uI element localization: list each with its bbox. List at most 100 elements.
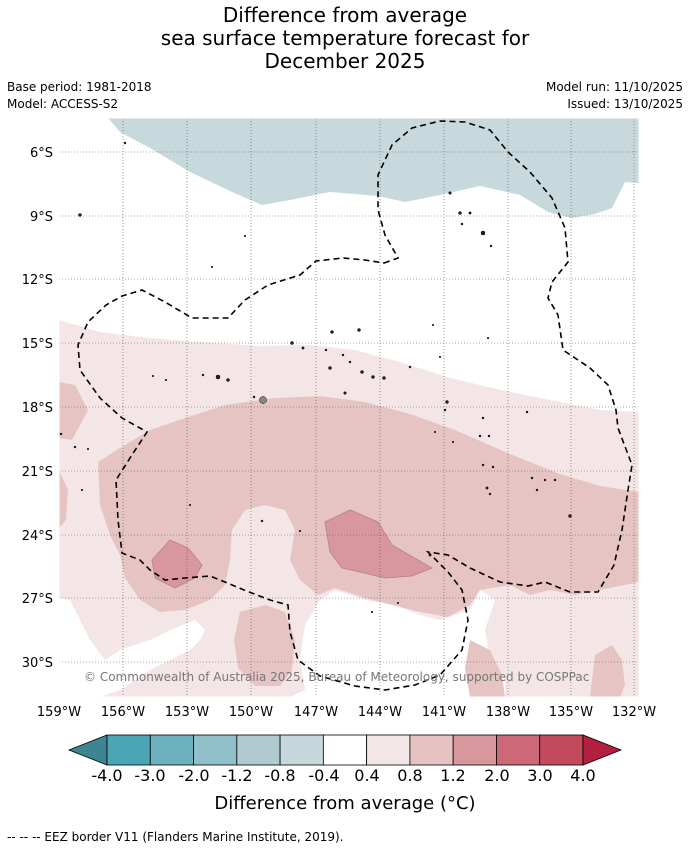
moderate-warm-anomaly-region xyxy=(98,396,639,617)
colorbar-segment xyxy=(539,734,584,766)
warm-patch-south xyxy=(234,605,295,686)
colorbar-segment xyxy=(106,734,151,766)
island-marker xyxy=(226,378,230,382)
island-marker xyxy=(460,222,464,226)
island-marker xyxy=(553,478,557,482)
island-marker xyxy=(382,376,386,380)
island-marker xyxy=(443,408,447,412)
colorbar-label: -2.0 xyxy=(178,766,210,785)
island-marker xyxy=(408,365,412,369)
title-line-3: December 2025 xyxy=(264,49,426,73)
lat-label: 9°S xyxy=(30,210,53,225)
island-marker xyxy=(243,234,247,238)
lon-label: 135°W xyxy=(549,705,593,720)
colorbar-label: 4.0 xyxy=(570,766,596,785)
island-marker xyxy=(481,416,485,420)
lon-label: 153°W xyxy=(165,705,209,720)
lon-label: 159°W xyxy=(37,705,81,720)
island-marker xyxy=(370,610,374,614)
warm-patch-west xyxy=(59,382,88,440)
island-marker xyxy=(478,434,482,438)
island-marker xyxy=(488,492,492,496)
latitude-labels: 6°S 9°S 12°S 15°S 18°S 21°S 24°S 27°S 30… xyxy=(22,146,53,671)
lon-label: 144°W xyxy=(358,705,402,720)
colorbar-extend-low xyxy=(67,734,108,766)
island-marker xyxy=(301,346,305,350)
meta-left: Base period: 1981-2018 Model: ACCESS-S2 xyxy=(7,79,152,113)
eez-border xyxy=(77,120,633,691)
island-marker xyxy=(360,370,364,374)
island-marker xyxy=(445,400,449,404)
island-marker xyxy=(73,445,77,449)
lon-label: 138°W xyxy=(486,705,530,720)
model-run: Model run: 11/10/2025 xyxy=(545,80,683,94)
lat-label: 27°S xyxy=(22,592,53,607)
warm-patch-southwest xyxy=(59,470,68,528)
island-marker xyxy=(433,430,437,434)
island-marker xyxy=(151,374,155,378)
island-marker xyxy=(489,244,493,248)
island-marker xyxy=(80,488,84,492)
colorbar-label: -0.8 xyxy=(264,766,296,785)
lon-label: 147°W xyxy=(294,705,338,720)
strong-warm-anomaly-west xyxy=(151,539,203,589)
colorbar-label: 2.0 xyxy=(484,766,510,785)
island-marker xyxy=(530,476,534,480)
island-marker xyxy=(328,366,332,370)
island-marker xyxy=(480,230,486,236)
lon-label: 150°W xyxy=(229,705,273,720)
colorbar-segment xyxy=(193,734,238,766)
island-marker xyxy=(525,410,529,414)
island-marker xyxy=(438,355,442,359)
island-marker xyxy=(59,432,63,436)
cold-anomaly-region xyxy=(108,118,639,218)
island-marker xyxy=(210,265,214,269)
colorbar-label: -3.0 xyxy=(134,766,166,785)
island-marker xyxy=(431,323,435,327)
island-marker xyxy=(324,348,328,352)
warm-patch-southeast xyxy=(590,645,625,697)
lat-label: 21°S xyxy=(22,465,53,480)
map-plot-area: © Commonwealth of Australia 2025, Bureau… xyxy=(59,118,639,697)
island-marker xyxy=(201,373,205,377)
island-marker xyxy=(448,191,452,195)
island-marker xyxy=(260,519,264,523)
island-markers xyxy=(59,141,572,614)
colorbar-label: 0.8 xyxy=(397,766,423,785)
island-marker xyxy=(458,211,462,215)
colorbar-label: -0.4 xyxy=(308,766,340,785)
island-marker xyxy=(343,391,347,395)
colorbar-extend-high xyxy=(582,734,623,766)
lat-label: 12°S xyxy=(22,273,53,288)
base-period: Base period: 1981-2018 xyxy=(7,80,152,94)
meta-right: Model run: 11/10/2025 Issued: 13/10/2025 xyxy=(546,79,683,113)
island-marker xyxy=(188,503,192,507)
lat-label: 6°S xyxy=(30,146,53,161)
island-marker xyxy=(123,141,127,145)
island-marker xyxy=(290,341,294,345)
colorbar-segment xyxy=(452,734,497,766)
model-name: Model: ACCESS-S2 xyxy=(7,97,119,111)
island-marker xyxy=(396,601,400,605)
longitude-labels: 159°W 156°W 153°W 150°W 147°W 144°W 141°… xyxy=(37,705,656,720)
colorbar-segment xyxy=(279,734,324,766)
colorbar-label: -1.2 xyxy=(221,766,253,785)
island-marker xyxy=(485,486,489,490)
island-marker xyxy=(164,378,168,382)
island-marker xyxy=(371,375,375,379)
island-marker xyxy=(357,328,361,332)
colorbar-label: -4.0 xyxy=(91,766,123,785)
island-marker xyxy=(535,488,539,492)
island-marker xyxy=(298,529,302,533)
colorbar xyxy=(67,734,623,766)
lat-label: 30°S xyxy=(22,656,53,671)
colorbar-label: 0.4 xyxy=(354,766,380,785)
map-frame xyxy=(58,117,640,698)
strong-warm-anomaly-east xyxy=(324,509,433,579)
lat-label: 18°S xyxy=(22,401,53,416)
colorbar-title: Difference from average (°C) xyxy=(214,793,476,814)
island-marker xyxy=(491,465,495,469)
island-marker xyxy=(348,360,352,364)
island-marker xyxy=(330,330,334,334)
